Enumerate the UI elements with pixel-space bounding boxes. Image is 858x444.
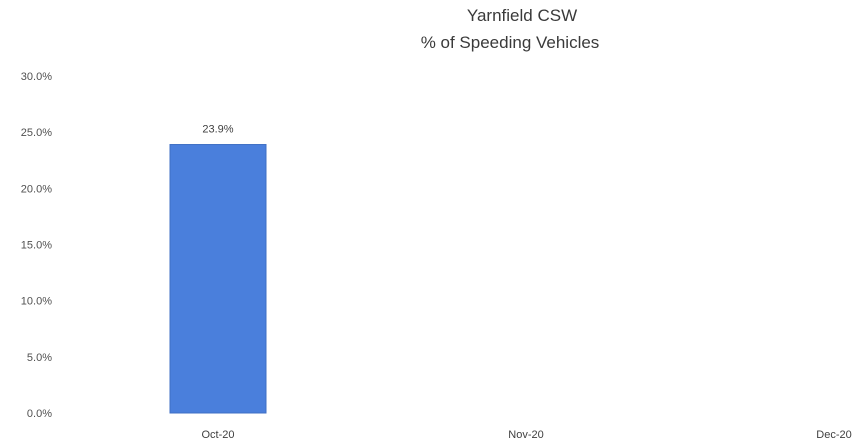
x-tick-label: Nov-20 (508, 429, 543, 441)
y-tick-label: 30.0% (21, 71, 52, 83)
data-label: 23.9% (202, 124, 233, 136)
y-tick-label: 25.0% (21, 127, 52, 139)
bar (169, 144, 267, 414)
x-tick-label: Dec-20 (816, 429, 851, 441)
y-tick-label: 15.0% (21, 240, 52, 252)
y-tick-label: 0.0% (27, 408, 52, 420)
y-tick-label: 10.0% (21, 296, 52, 308)
chart-title: Yarnfield CSW (466, 6, 578, 25)
y-tick-label: 20.0% (21, 183, 52, 195)
x-tick-label: Oct-20 (201, 429, 234, 441)
chart-subtitle: % of Speeding Vehicles (420, 33, 600, 52)
y-tick-label: 5.0% (27, 352, 52, 364)
